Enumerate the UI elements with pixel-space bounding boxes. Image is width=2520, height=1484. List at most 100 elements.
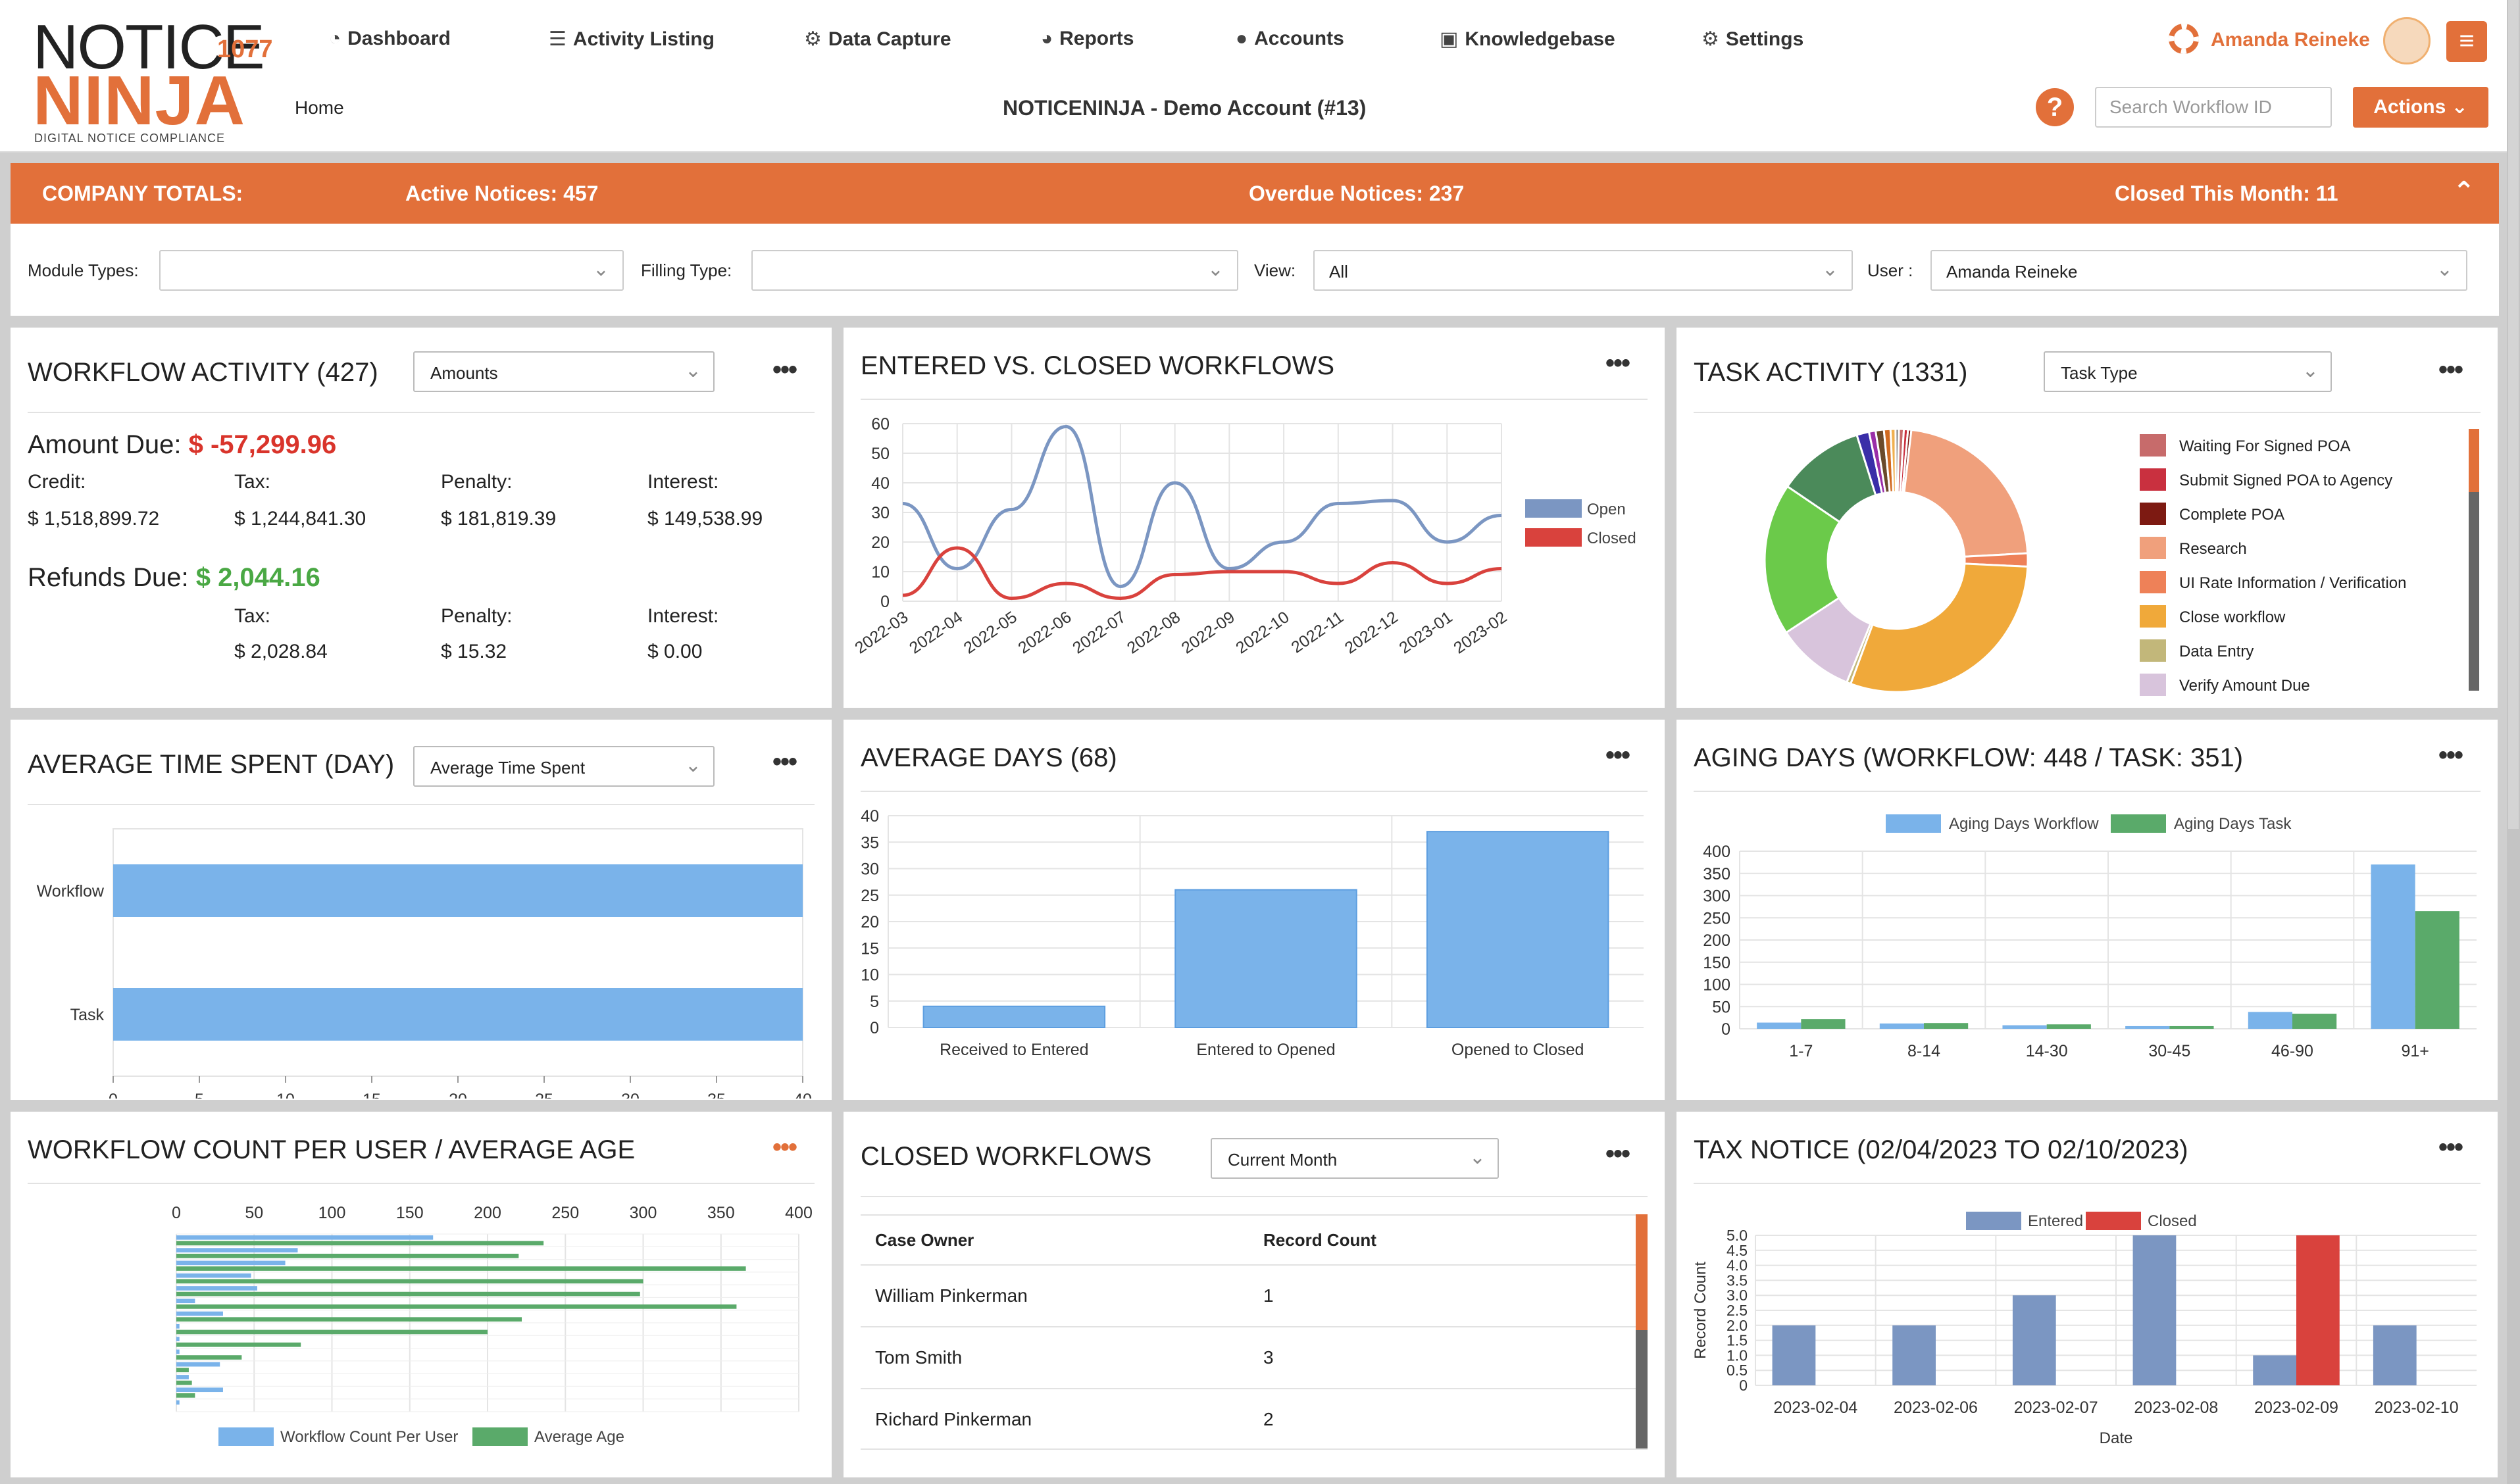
average-time-select[interactable]: Average Time Spent ⌄ bbox=[413, 746, 715, 787]
col-case-owner[interactable]: Case Owner bbox=[875, 1230, 974, 1250]
bar bbox=[2253, 1355, 2296, 1385]
table-scrollbar[interactable] bbox=[1636, 1214, 1648, 1448]
nav-dashboard[interactable]: ◔ Dashboard bbox=[329, 28, 451, 50]
module-types-select[interactable]: ⌄ bbox=[159, 250, 624, 291]
bar bbox=[2002, 1025, 2047, 1029]
card-title: WORKFLOW ACTIVITY (427) bbox=[28, 358, 378, 387]
x-tick-label: 150 bbox=[396, 1204, 424, 1222]
nav-knowledgebase[interactable]: ▣ Knowledgebase bbox=[1440, 28, 1615, 51]
nav-label: Data Capture bbox=[828, 28, 951, 50]
y-tick-label: 20 bbox=[871, 533, 890, 552]
workflow-activity-select[interactable]: Amounts ⌄ bbox=[413, 351, 715, 392]
top-header: NOTICE 1077 NINJA DIGITAL NOTICE COMPLIA… bbox=[0, 0, 2520, 153]
task-type-select[interactable]: Task Type ⌄ bbox=[2044, 351, 2332, 392]
filing-type-label: Filling Type: bbox=[641, 260, 732, 280]
legend-label: Submit Signed POA to Agency bbox=[2179, 472, 2392, 489]
y-tick-label: Task bbox=[70, 1006, 105, 1024]
x-tick-label: 2023-02 bbox=[1450, 608, 1510, 658]
nav-settings[interactable]: ⚙ Settings bbox=[1701, 28, 1803, 51]
actions-button[interactable]: Actions ⌄ bbox=[2353, 87, 2488, 128]
entered-vs-closed-chart: 01020304050602022-032022-042022-052022-0… bbox=[851, 415, 1636, 658]
user-name[interactable]: Amanda Reineke bbox=[2211, 29, 2370, 51]
table-top-border bbox=[861, 1214, 1648, 1216]
more-options-button[interactable]: ••• bbox=[772, 355, 797, 384]
more-options-button[interactable]: ••• bbox=[1605, 1139, 1630, 1168]
pie-slice bbox=[1763, 485, 1842, 634]
x-tick-label: 0 bbox=[109, 1091, 118, 1099]
hamburger-menu-button[interactable]: ≡ bbox=[2446, 21, 2487, 62]
aging-days-chart: 0 50 100 150 200 250 300 350 400 1-7 8-14 14-30 30-4… bbox=[1703, 814, 2477, 1060]
more-options-button[interactable]: ••• bbox=[2438, 355, 2463, 384]
scrollbar-thumb[interactable] bbox=[1636, 1214, 1648, 1330]
y-tick-label: 5 bbox=[870, 993, 879, 1011]
user-select[interactable]: Amanda Reineke ⌄ bbox=[1930, 250, 2467, 291]
x-tick-label: 2022-06 bbox=[1015, 608, 1074, 658]
nav-label: Activity Listing bbox=[572, 28, 715, 50]
y-tick-label: 100 bbox=[1703, 976, 1730, 995]
legend-label: Aging Days Task bbox=[2174, 815, 2292, 833]
bar bbox=[1892, 1325, 1936, 1385]
more-options-button[interactable]: ••• bbox=[2438, 1133, 2463, 1162]
x-tick-label: 2023-02-04 bbox=[1773, 1398, 1857, 1417]
legend-swatch bbox=[218, 1427, 274, 1446]
nav-label: Accounts bbox=[1254, 28, 1344, 49]
collapse-chevron-icon[interactable]: ⌃ bbox=[2453, 177, 2475, 206]
legend-label: Verify Amount Due bbox=[2179, 677, 2310, 695]
y-tick-label: 20 bbox=[861, 913, 879, 931]
average-days-card: AVERAGE DAYS (68) ••• 0 5 10 15 20 25 30 35 40 Re… bbox=[844, 720, 1665, 1100]
x-tick-label: 200 bbox=[474, 1204, 501, 1222]
legend-swatch bbox=[2140, 639, 2166, 662]
more-options-button[interactable]: ••• bbox=[1605, 741, 1630, 770]
more-options-button[interactable]: ••• bbox=[772, 747, 797, 776]
x-tick-label: 350 bbox=[707, 1204, 735, 1222]
x-axis-title: Date bbox=[2100, 1429, 2133, 1447]
bar bbox=[176, 1317, 522, 1322]
legend-label: Waiting For Signed POA bbox=[2179, 437, 2351, 455]
bar bbox=[2296, 1235, 2340, 1385]
nav-data-capture[interactable]: ⚙ Data Capture bbox=[804, 28, 951, 51]
row-divider bbox=[861, 1326, 1648, 1327]
page-scrollbar-track[interactable] bbox=[2508, 0, 2519, 829]
view-select[interactable]: All ⌄ bbox=[1313, 250, 1853, 291]
active-notices: Active Notices: 457 bbox=[405, 182, 599, 205]
more-options-button[interactable]: ••• bbox=[1605, 349, 1630, 378]
more-options-button[interactable]: ••• bbox=[2438, 741, 2463, 770]
tax-value: $ 1,244,841.30 bbox=[234, 508, 366, 530]
bar bbox=[176, 1241, 544, 1246]
filing-type-select[interactable]: ⌄ bbox=[751, 250, 1238, 291]
help-button[interactable]: ? bbox=[2036, 88, 2074, 126]
nav-accounts[interactable]: ● Accounts bbox=[1236, 28, 1344, 50]
gear-icon: ⚙ bbox=[804, 28, 822, 50]
case-owner: Tom Smith bbox=[875, 1347, 963, 1368]
avatar[interactable] bbox=[2383, 17, 2431, 64]
y-tick-label: 10 bbox=[861, 966, 879, 985]
nav-label: Reports bbox=[1059, 28, 1134, 49]
nav-activity-listing[interactable]: ☰ Activity Listing bbox=[549, 28, 715, 51]
page-scrollbar[interactable] bbox=[2507, 0, 2520, 1484]
legend-swatch bbox=[2140, 674, 2166, 696]
closed-this-month: Closed This Month: 11 bbox=[2115, 182, 2338, 205]
lifebuoy-icon[interactable] bbox=[2169, 24, 2199, 54]
legend-label: Average Age bbox=[534, 1428, 624, 1446]
divider bbox=[1694, 1183, 2481, 1184]
select-value: All bbox=[1329, 262, 1348, 282]
x-tick-label: 91+ bbox=[2401, 1042, 2429, 1060]
x-tick-label: 2022-08 bbox=[1124, 608, 1184, 658]
y-tick-label: 0.5 bbox=[1726, 1362, 1748, 1379]
bar bbox=[1879, 1023, 1924, 1029]
penalty-value: $ 181,819.39 bbox=[441, 508, 557, 530]
x-tick-label: 20 bbox=[449, 1091, 467, 1099]
pie-slice bbox=[1849, 562, 2029, 693]
col-record-count[interactable]: Record Count bbox=[1263, 1230, 1376, 1250]
x-tick-label: 2022-11 bbox=[1288, 608, 1348, 657]
entered-vs-closed-card: ENTERED VS. CLOSED WORKFLOWS ••• 0 10 20 30… bbox=[844, 328, 1665, 708]
totals-label: COMPANY TOTALS: bbox=[42, 182, 243, 205]
more-options-button[interactable]: ••• bbox=[772, 1133, 797, 1162]
average-time-spent-card: AVERAGE TIME SPENT (DAY) Average Time Sp… bbox=[11, 720, 832, 1100]
y-tick-label: 3.0 bbox=[1726, 1287, 1748, 1304]
breadcrumb[interactable]: Home bbox=[295, 97, 344, 118]
closed-period-select[interactable]: Current Month ⌄ bbox=[1211, 1138, 1499, 1179]
nav-reports[interactable]: ◕ Reports bbox=[1041, 28, 1134, 50]
search-workflow-input[interactable] bbox=[2095, 87, 2332, 128]
bar bbox=[2169, 1026, 2214, 1029]
